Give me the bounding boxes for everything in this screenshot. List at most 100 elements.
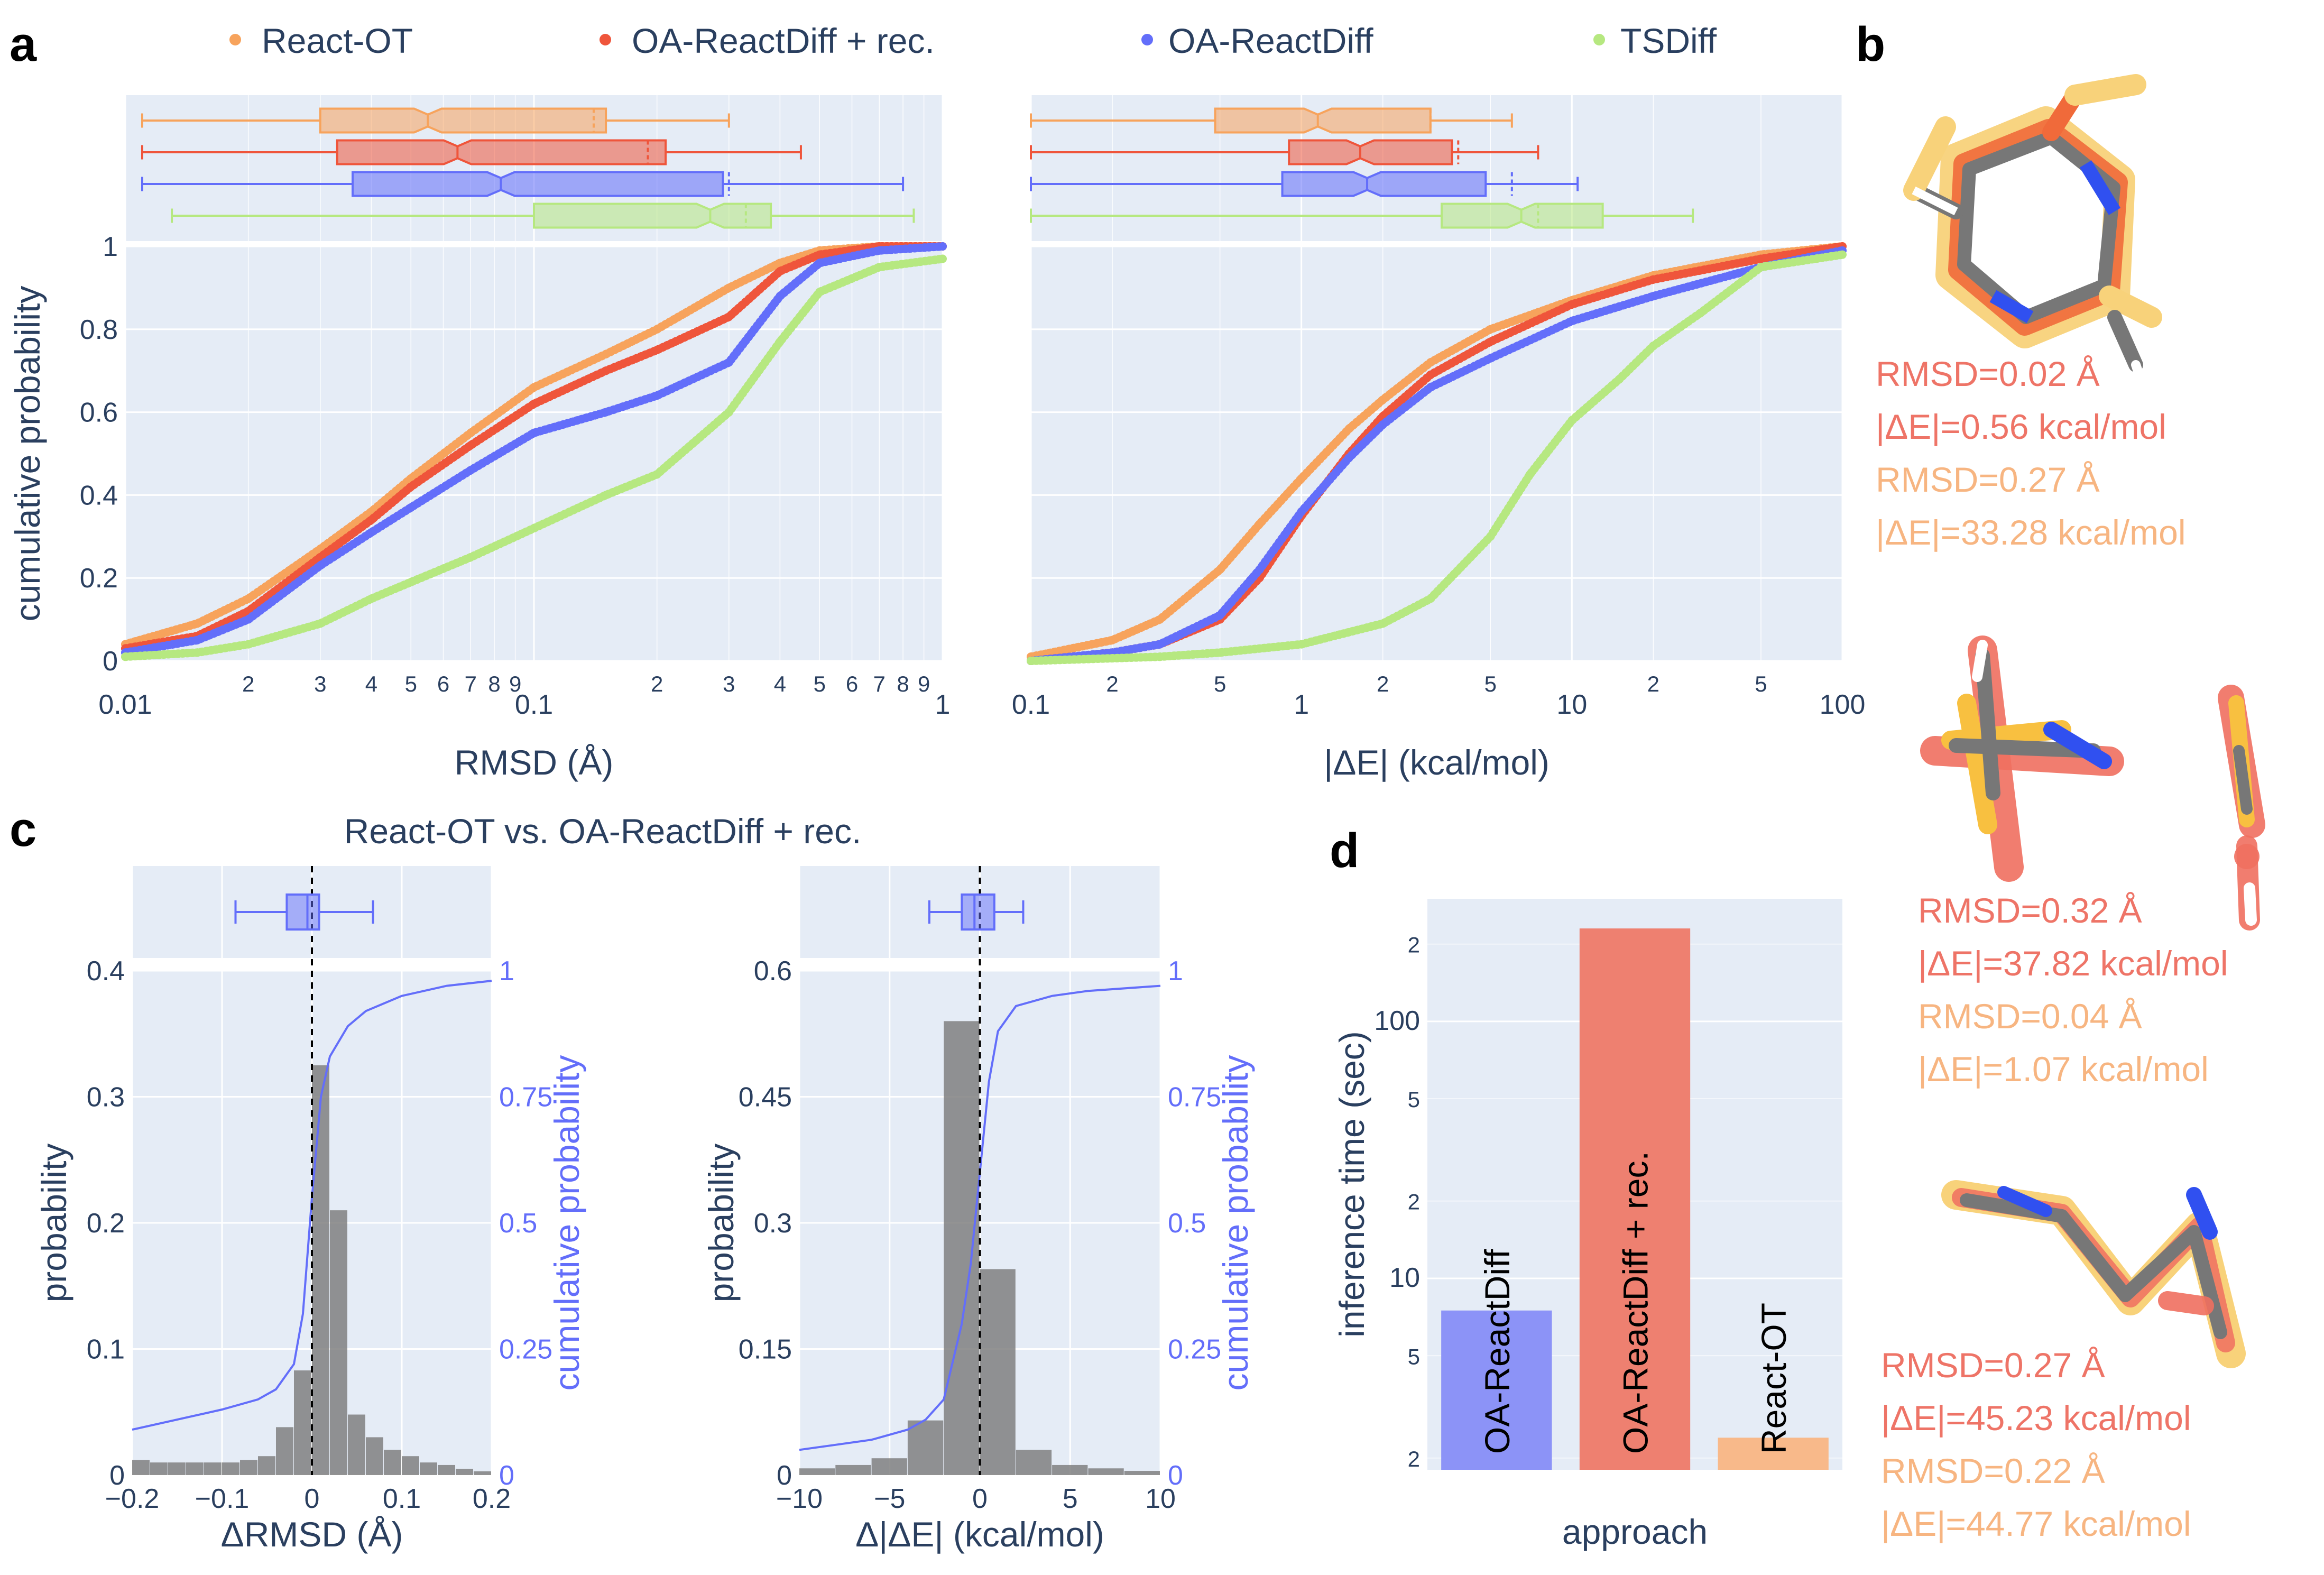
y2-axis-title: cumulative probability	[547, 1055, 586, 1391]
data-point-oa-reactdiff-rec	[815, 250, 824, 259]
data-point-tsdiff	[1027, 657, 1035, 665]
data-point-oa-reactdiff-rec	[1486, 337, 1495, 346]
data-point-react-ot	[1156, 615, 1165, 624]
annotation-2-de-b: |ΔE|=1.07 kcal/mol	[1918, 1049, 2209, 1089]
hist-bar	[1052, 1465, 1088, 1475]
data-point-react-ot	[1108, 635, 1117, 644]
data-point-oa-reactdiff	[1486, 354, 1495, 363]
data-point-tsdiff	[193, 648, 202, 657]
boxplot-oa-reactdiff-rec	[1030, 139, 1539, 165]
data-point-oa-reactdiff-rec	[1426, 371, 1435, 380]
series-line-oa-reactdiff	[1027, 246, 1847, 665]
y2-tick-label: 0	[1168, 1460, 1183, 1491]
y2-tick-label: 0.25	[1168, 1334, 1221, 1365]
x-tick-label: 100	[1820, 689, 1866, 720]
data-point-tsdiff	[407, 578, 416, 587]
y-tick-label: 0.45	[739, 1082, 792, 1113]
hist-bar	[1088, 1468, 1124, 1475]
data-point-tsdiff	[1297, 640, 1306, 649]
molecule-renderings	[1903, 74, 2265, 1368]
x-axis-title: |ΔE| (kcal/mol)	[1324, 743, 1550, 782]
boxplot-react-ot	[1030, 107, 1513, 134]
x-minor-tick-label: 9	[918, 671, 930, 696]
x-minor-tick-label: 6	[437, 671, 449, 696]
x-minor-tick-label: 4	[365, 671, 377, 696]
annotation-group-1: RMSD=0.02 Å |ΔE|=0.56 kcal/mol RMSD=0.27…	[1876, 354, 2186, 552]
y2-axis-title: cumulative probability	[1216, 1055, 1255, 1391]
y-tick-label: 0	[103, 646, 118, 677]
bar-oa-reactdiff	[1441, 1310, 1552, 1470]
x-minor-tick-label: 5	[1484, 671, 1497, 696]
data-point-tsdiff	[1696, 308, 1705, 317]
data-point-oa-reactdiff-rec	[407, 482, 416, 491]
chart-title: React-OT vs. OA-ReactDiff + rec.	[344, 812, 862, 851]
x-tick-label: 10	[1145, 1484, 1176, 1514]
annotation-2-rmsd-a: RMSD=0.32 Å	[1918, 891, 2142, 930]
data-point-oa-reactdiff	[367, 528, 376, 537]
data-point-oa-reactdiff	[530, 428, 538, 437]
x-minor-tick-label: 3	[314, 671, 326, 696]
x-tick-label: −10	[776, 1484, 823, 1514]
bar-label-oa-reactdiff: OA-ReactDiff	[1478, 1249, 1517, 1454]
data-point-react-ot	[530, 383, 538, 392]
legend-marker-oa-rec	[600, 34, 611, 45]
x-tick-label: −5	[874, 1484, 905, 1514]
data-point-oa-reactdiff	[652, 391, 661, 400]
x-tick-label: 1	[935, 689, 951, 720]
x-axis-title: ΔRMSD (Å)	[221, 1515, 403, 1554]
hist-bar	[402, 1456, 419, 1475]
data-point-react-ot	[652, 325, 661, 334]
y-tick-label: 0.4	[80, 480, 118, 511]
x-minor-tick-label: 3	[723, 671, 735, 696]
hist-bar	[222, 1462, 239, 1475]
bar-label-react-ot: React-OT	[1754, 1303, 1793, 1454]
molecule-3-image	[1941, 1180, 2246, 1368]
data-point-oa-reactdiff	[466, 466, 475, 475]
data-point-tsdiff	[466, 553, 475, 561]
x-minor-tick-label: 8	[897, 671, 909, 696]
x-tick-label: 0.01	[98, 689, 152, 720]
y2-tick-label: 0	[499, 1460, 514, 1491]
y-tick-label: 0.15	[739, 1334, 792, 1365]
y-minor-tick-label: 2	[1408, 1447, 1420, 1471]
data-point-tsdiff	[1615, 374, 1624, 383]
data-point-react-ot	[1486, 325, 1495, 334]
series-oa-reactdiff	[1027, 246, 1847, 665]
y-axis-title: probability	[702, 1144, 741, 1303]
data-point-tsdiff	[875, 263, 884, 272]
y-tick-label: 1	[103, 232, 118, 262]
data-point-oa-reactdiff	[875, 246, 884, 255]
data-point-oa-reactdiff-rec	[1756, 254, 1765, 263]
hist-bar	[276, 1427, 293, 1475]
bar-oa-reactdiff-rec	[1579, 928, 1691, 1470]
y-tick-label: 100	[1374, 1006, 1420, 1036]
boxplot-box	[961, 893, 995, 931]
x-tick-label: 0	[305, 1484, 320, 1514]
hist-bar	[150, 1462, 168, 1475]
plot-background	[1031, 246, 1842, 661]
boxplot-box	[1214, 107, 1432, 134]
bar-react-ot	[1718, 1438, 1829, 1470]
y-tick-label: 0.8	[80, 315, 118, 345]
x-minor-tick-label: 4	[774, 671, 786, 696]
data-point-oa-reactdiff-rec	[602, 366, 611, 375]
y-axis-title: cumulative probability	[8, 286, 47, 622]
x-tick-label: −0.1	[195, 1484, 250, 1514]
x-tick-label: 0.1	[383, 1484, 421, 1514]
data-point-tsdiff	[1215, 648, 1224, 657]
hist-bar	[258, 1456, 275, 1475]
data-point-oa-reactdiff	[193, 635, 202, 644]
data-point-oa-reactdiff	[1426, 383, 1435, 392]
annotation-1-de-b: |ΔE|=33.28 kcal/mol	[1876, 513, 2186, 552]
boxplot-tsdiff	[171, 202, 915, 229]
data-point-tsdiff	[776, 337, 785, 346]
hist-bar	[907, 1420, 944, 1475]
x-minor-tick-label: 6	[846, 671, 858, 696]
hist-bar	[944, 1021, 980, 1475]
y2-tick-label: 1	[1168, 956, 1183, 987]
data-point-tsdiff	[1378, 619, 1387, 628]
x-axis-title: RMSD (Å)	[455, 743, 614, 782]
legend: React-OT OA-ReactDiff + rec. OA-ReactDif…	[229, 21, 1717, 60]
legend-label-react-ot: React-OT	[262, 21, 413, 60]
